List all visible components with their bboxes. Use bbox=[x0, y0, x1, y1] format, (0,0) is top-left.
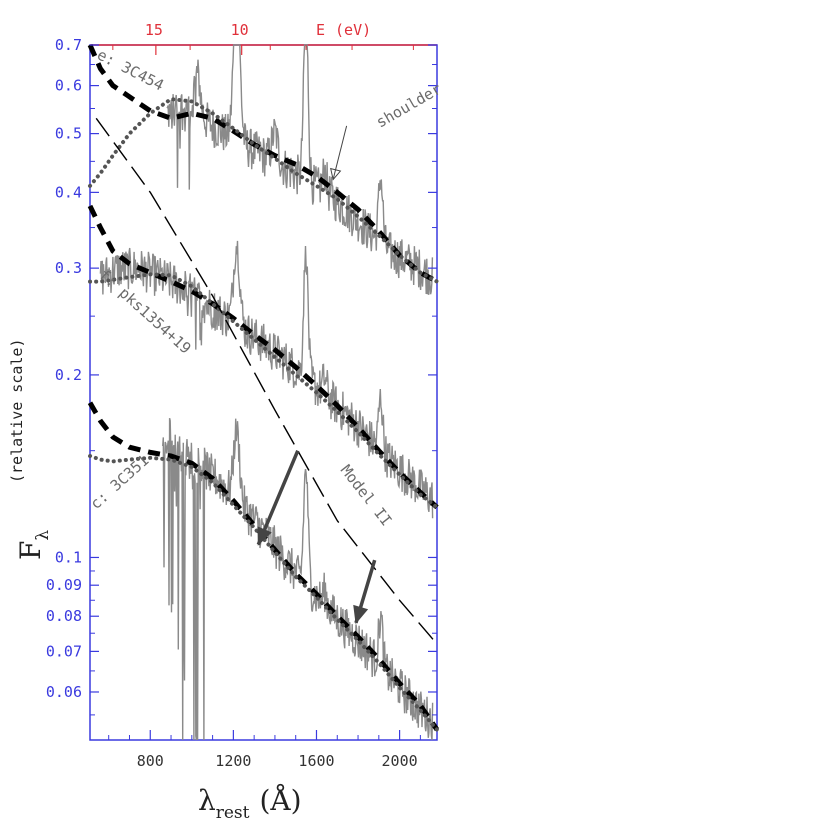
arrow-head bbox=[257, 526, 272, 546]
y-axis-sublabel: (relative scale) bbox=[8, 339, 26, 484]
x-tick-label: 2000 bbox=[382, 752, 418, 770]
y-tick-label: 0.6 bbox=[55, 77, 82, 95]
series-f_spectrum bbox=[99, 240, 434, 519]
series-model_ii bbox=[95, 117, 438, 645]
y-tick-label: 0.3 bbox=[55, 259, 82, 277]
x-tick-label: 800 bbox=[137, 752, 164, 770]
y-tick-label: 0.4 bbox=[55, 183, 82, 201]
arrow-head bbox=[330, 167, 342, 181]
series-c_model_dotted bbox=[88, 454, 439, 732]
y-tick-label: 0.09 bbox=[46, 576, 82, 594]
series-layer bbox=[87, 43, 440, 741]
series-e_spectrum bbox=[166, 44, 434, 295]
y-tick-label: 0.5 bbox=[55, 125, 82, 143]
arrow-shaft bbox=[256, 450, 300, 546]
y-tick-label: 0.7 bbox=[55, 36, 82, 54]
series-e_model_dashed bbox=[87, 43, 439, 284]
y-tick-label: 0.07 bbox=[46, 642, 82, 660]
arrow-shaft bbox=[332, 125, 348, 180]
y-tick-label: 0.1 bbox=[55, 548, 82, 566]
series-e_model_dotted bbox=[88, 97, 439, 284]
y-tick-label: 0.06 bbox=[46, 683, 82, 701]
annotation-shoulder: shoulder bbox=[373, 80, 445, 132]
top-tick-label: 15 bbox=[145, 21, 163, 39]
arrow-head bbox=[353, 604, 369, 625]
x-tick-label: 1200 bbox=[215, 752, 251, 770]
arrow-layer bbox=[256, 125, 377, 625]
arrow-0 bbox=[256, 450, 300, 546]
x-tick-label: 1600 bbox=[298, 752, 334, 770]
series-c_spectrum bbox=[162, 417, 434, 741]
arrow-2 bbox=[330, 125, 348, 181]
arrow-1 bbox=[353, 559, 377, 625]
y-tick-label: 0.08 bbox=[46, 607, 82, 625]
top-tick-label: 10 bbox=[231, 21, 249, 39]
tick-layer: 0.06 0.07 0.08 0.09 0.1 0.2 0.3 0.4 0.5 0.6 0.7 800… bbox=[46, 21, 437, 770]
series-f_model_dashed bbox=[87, 204, 439, 510]
x-axis-label: λrest (Å) bbox=[198, 784, 302, 823]
y-tick-label: 0.2 bbox=[55, 366, 82, 384]
top-axis-label: E (eV) bbox=[316, 21, 371, 39]
series-c_model_dashed bbox=[87, 401, 440, 732]
y-axis-label: Fλ bbox=[14, 530, 53, 560]
